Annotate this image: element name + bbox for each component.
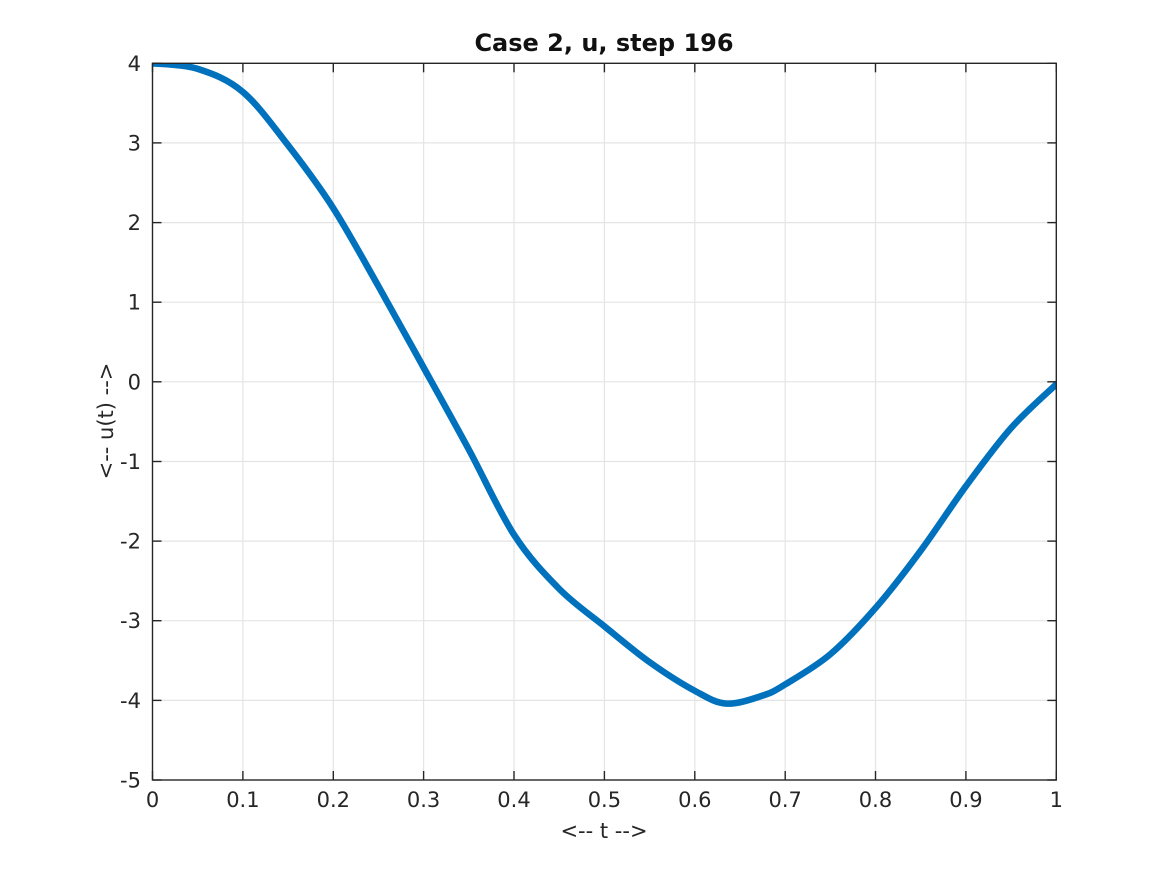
x-axis-label: <-- t --> <box>560 819 648 843</box>
y-tick-label: 2 <box>128 211 141 235</box>
x-tick-label: 0.2 <box>317 788 350 812</box>
y-tick-label: -3 <box>120 609 141 633</box>
y-tick-label: -1 <box>120 450 141 474</box>
data-line-u <box>152 63 1057 707</box>
y-axis-label: <-- u(t) --> <box>94 362 118 480</box>
chart-title: Case 2, u, step 196 <box>474 29 734 57</box>
x-tick-label: 1 <box>1050 788 1063 812</box>
y-tick-label: -4 <box>120 689 141 713</box>
x-tick-label: 0.5 <box>588 788 621 812</box>
x-tick-label: 0.1 <box>226 788 259 812</box>
y-tick-label: -2 <box>120 530 141 554</box>
y-tick-label: 3 <box>128 131 141 155</box>
y-tick-label: -5 <box>120 769 141 793</box>
x-tick-label: 0.6 <box>678 788 711 812</box>
x-tick-label: 0.8 <box>859 788 892 812</box>
y-tick-label: 0 <box>128 370 141 394</box>
x-tick-label: 0 <box>146 788 159 812</box>
y-tick-label: 1 <box>128 291 141 315</box>
x-tick-label: 0.9 <box>949 788 982 812</box>
x-tick-label: 0.4 <box>497 788 530 812</box>
x-tick-label: 0.3 <box>407 788 440 812</box>
y-tick-label: 4 <box>128 52 141 76</box>
x-tick-label: 0.7 <box>768 788 801 812</box>
